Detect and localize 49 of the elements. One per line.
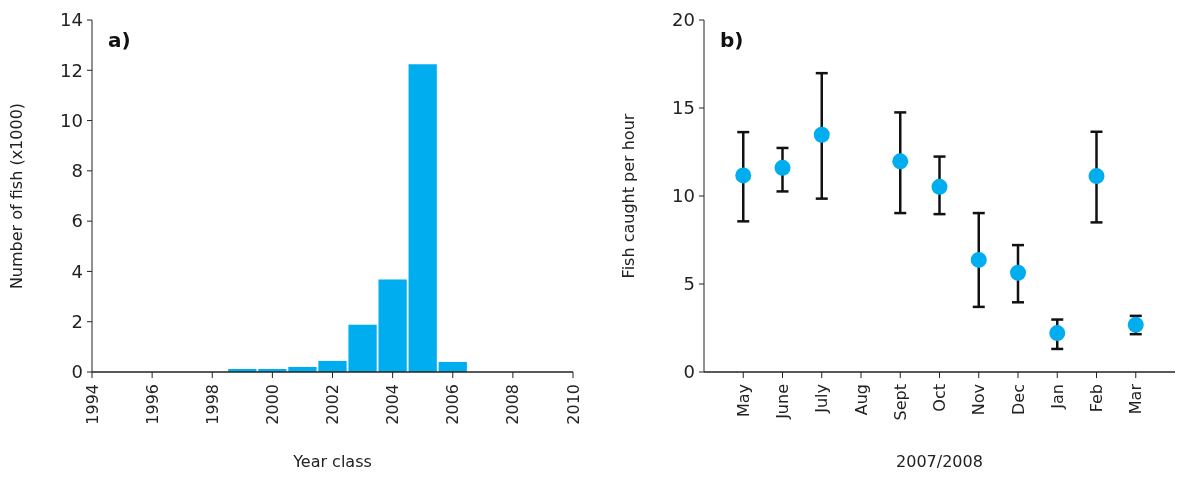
y-tick-label: 6: [71, 210, 83, 232]
x-tick-label: Nov: [969, 384, 989, 416]
y-tick-label: 0: [71, 361, 83, 383]
y-tick-label: 10: [672, 185, 695, 207]
bar: [408, 64, 437, 372]
point: [1049, 325, 1066, 342]
x-tick-label: 2010: [563, 384, 583, 425]
point: [931, 178, 948, 195]
y-tick-label: 5: [683, 273, 695, 295]
y-tick-label: 14: [60, 9, 83, 31]
x-tick-label: Aug: [851, 384, 871, 416]
point: [774, 159, 791, 176]
y-tick-label: 12: [60, 59, 83, 81]
point: [1010, 264, 1026, 281]
x-tick-label: June: [773, 384, 793, 420]
point: [813, 126, 830, 143]
y-tick-label: 0: [683, 361, 695, 383]
point: [735, 167, 752, 184]
x-tick-label: 1998: [202, 384, 222, 425]
x-tick-label: 2000: [262, 384, 282, 425]
x-tick-label: Sept: [890, 384, 910, 421]
x-tick-label: Feb: [1087, 384, 1107, 413]
y-axis-title: Number of fish (x1000): [7, 102, 26, 290]
x-tick-label: Mar: [1126, 383, 1146, 415]
y-tick-label: 10: [60, 109, 83, 131]
y-tick-label: 2: [71, 311, 83, 333]
chart-title: a): [108, 28, 131, 52]
chart-title: b): [720, 28, 744, 52]
x-tick-label: May: [733, 384, 753, 418]
x-tick-label: July: [812, 384, 832, 414]
x-axis-title: Year class: [292, 452, 372, 471]
x-tick-label: 2002: [323, 384, 343, 425]
point: [1088, 168, 1105, 185]
y-tick-label: 8: [71, 160, 83, 182]
x-tick-label: 1996: [142, 384, 162, 425]
x-tick-label: Jan: [1047, 384, 1067, 410]
x-tick-label: 2006: [443, 384, 463, 425]
x-tick-label: 2004: [383, 384, 403, 425]
y-tick-label: 15: [672, 97, 695, 119]
x-tick-label: Oct: [930, 384, 950, 412]
y-tick-label: 4: [71, 260, 83, 282]
point: [970, 251, 987, 268]
point: [892, 153, 909, 170]
x-tick-label: 2008: [503, 384, 523, 425]
x-tick-label: 1994: [82, 384, 102, 425]
y-tick-label: 20: [672, 9, 695, 31]
x-axis-title: 2007/2008: [896, 452, 983, 471]
x-tick-label: Dec: [1008, 384, 1028, 415]
y-axis-title: Fish caught per hour: [619, 113, 638, 279]
